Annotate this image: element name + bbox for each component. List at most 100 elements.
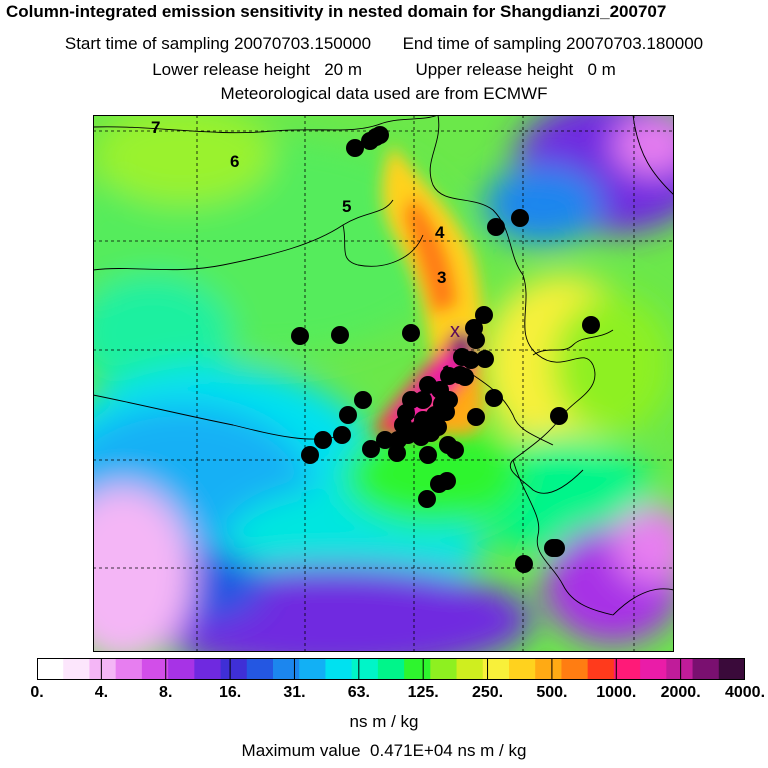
- release-point-marker: [346, 139, 364, 157]
- colorbar-swatch: [404, 658, 431, 680]
- release-point-marker: [371, 126, 389, 144]
- colorbar-swatch: [141, 658, 169, 680]
- colorbar-tick-label: 125.: [407, 684, 439, 701]
- contour-label-7: 7: [151, 118, 160, 137]
- coastline-borders: [93, 115, 674, 616]
- release-point-marker: [456, 368, 474, 386]
- met-data-line: Meteorological data used are from ECMWF: [220, 84, 548, 103]
- colorbar-swatch: [168, 658, 195, 680]
- contour-label-5: 5: [342, 197, 351, 216]
- colorbar-swatch: [640, 658, 667, 680]
- colorbar-swatch: [430, 658, 458, 680]
- maximum-value-line: Maximum value 0.471E+04 ns m / kg: [0, 741, 768, 761]
- colorbar-swatch: [718, 658, 745, 680]
- release-point-marker: [475, 306, 493, 324]
- release-point-marker: [418, 490, 436, 508]
- colorbar-swatch: [115, 658, 143, 680]
- colorbar-swatch: [37, 658, 64, 680]
- release-point-marker: [582, 316, 600, 334]
- release-points: [291, 126, 600, 573]
- colorbar-tick-label: 500.: [536, 684, 568, 701]
- release-point-marker: [301, 446, 319, 464]
- colorbar-tick-label: 250.: [471, 684, 504, 701]
- release-point-marker: [547, 539, 565, 557]
- release-point-marker: [419, 376, 437, 394]
- release-point-marker: [487, 218, 505, 236]
- colorbar-tick-label: 8.: [159, 684, 173, 701]
- release-point-marker: [333, 426, 351, 444]
- sampling-times-line: Start time of sampling 20070703.150000 E…: [0, 34, 768, 54]
- release-point-marker: [485, 389, 503, 407]
- max-value: 0.471E+04: [370, 741, 453, 760]
- release-point-marker: [437, 403, 455, 421]
- colorbar-swatch: [63, 658, 91, 680]
- colorbar-swatch: [535, 658, 563, 680]
- colorbar-swatch: [613, 658, 641, 680]
- release-point-marker: [419, 446, 437, 464]
- emission-sensitivity-map: 1 3 4 5 6 7 x: [93, 115, 674, 652]
- release-point-marker: [476, 350, 494, 368]
- release-point-marker: [388, 444, 406, 462]
- colorbar-swatch: [89, 658, 117, 680]
- lower-release-label: Lower release height: [152, 60, 311, 79]
- colorbar-units: ns m / kg: [349, 712, 419, 731]
- release-point-marker: [291, 327, 309, 345]
- colorbar-swatch: [351, 658, 379, 680]
- release-point-marker: [389, 431, 407, 449]
- colorbar-tick-label: 4.: [94, 684, 109, 701]
- lower-release-value: 20 m: [324, 60, 362, 79]
- release-point-marker: [376, 431, 394, 449]
- colorbar-swatch: [325, 658, 353, 680]
- release-point-marker: [511, 209, 529, 227]
- release-point-marker: [446, 441, 464, 459]
- colorbar-tick-label: 0.: [30, 684, 44, 701]
- station-marker-icon: x: [450, 320, 460, 342]
- map-title: Column-integrated emission sensitivity i…: [6, 2, 667, 21]
- map-frame: [93, 115, 674, 652]
- end-time-value: 20070703.180000: [566, 34, 704, 53]
- colorbar-swatch: [246, 658, 274, 680]
- release-point-marker: [440, 367, 458, 385]
- colorbar-swatch: [482, 658, 510, 680]
- colorbar-swatch: [194, 658, 222, 680]
- colorbar-swatch: [561, 658, 589, 680]
- upper-release-label: Upper release height: [415, 60, 574, 79]
- release-heights-line: Lower release height 20 m Upper release …: [0, 60, 768, 80]
- contour-label-3: 3: [437, 268, 446, 287]
- max-units: ns m / kg: [457, 741, 527, 760]
- start-time-value: 20070703.150000: [234, 34, 372, 53]
- release-point-marker: [430, 475, 448, 493]
- release-point-marker: [331, 326, 349, 344]
- colorbar-swatch: [299, 658, 327, 680]
- colorbar-tick-label: 63.: [347, 684, 370, 701]
- sensitivity-field: [93, 115, 674, 652]
- release-point-marker: [339, 406, 357, 424]
- colorbar-tick-label: 16.: [218, 684, 242, 701]
- colorbar-tick-label: 2000.: [660, 684, 701, 701]
- end-time-label: End time of sampling: [402, 34, 562, 53]
- start-time-label: Start time of sampling: [64, 34, 230, 53]
- colorbar-tick-label: 31.: [283, 684, 306, 701]
- colorbar-tick-label: 4000.: [724, 684, 766, 701]
- release-point-marker: [550, 407, 568, 425]
- release-point-marker: [515, 555, 533, 573]
- release-point-marker: [402, 324, 420, 342]
- colorbar-swatch: [587, 658, 615, 680]
- upper-release-value: 0 m: [587, 60, 616, 79]
- release-point-marker: [354, 391, 372, 409]
- colorbar-swatch: [273, 658, 300, 680]
- release-point-marker: [467, 408, 485, 426]
- contour-label-4: 4: [435, 223, 445, 242]
- max-label: Maximum value: [241, 741, 361, 760]
- colorbar-swatch: [692, 658, 720, 680]
- colorbar-swatch: [456, 658, 484, 680]
- contour-label-6: 6: [230, 152, 239, 171]
- release-point-marker: [467, 331, 485, 349]
- colorbar: [37, 658, 745, 680]
- colorbar-swatch: [220, 658, 248, 680]
- colorbar-swatch: [509, 658, 536, 680]
- release-point-marker: [362, 440, 380, 458]
- release-point-marker: [314, 431, 332, 449]
- release-point-marker: [462, 351, 480, 369]
- colorbar-swatch: [666, 658, 694, 680]
